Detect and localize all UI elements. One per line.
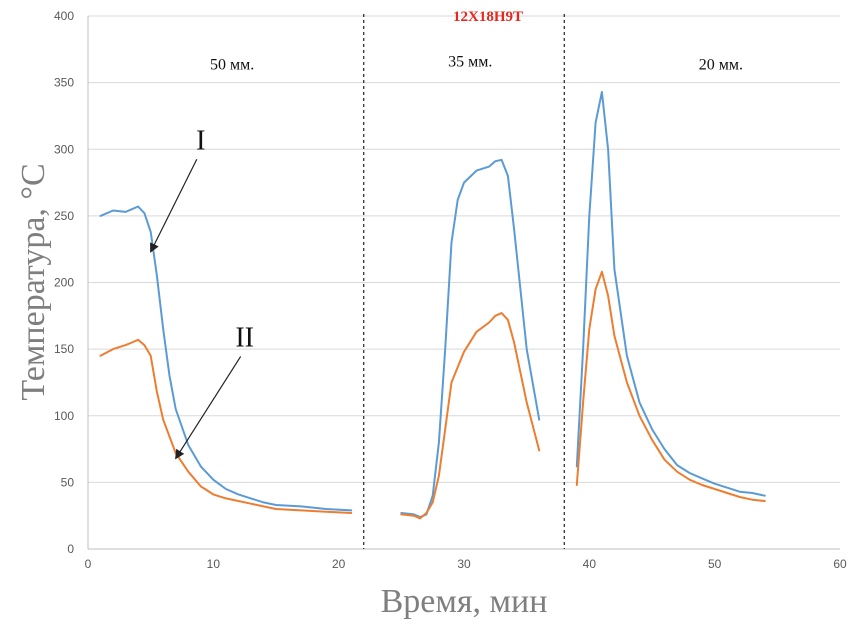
divider-layer xyxy=(363,14,565,549)
x-tick-label: 60 xyxy=(833,557,847,571)
series-line-II xyxy=(575,270,766,502)
chart-title: 12Х18Н9Т xyxy=(453,9,523,25)
annotation-label-I: I xyxy=(196,125,205,156)
section-label: 35 мм. xyxy=(448,54,492,71)
y-tick-label: 350 xyxy=(54,76,74,90)
y-tick-label: 50 xyxy=(61,475,75,489)
y-tick-label: 0 xyxy=(67,542,74,556)
series-line-I xyxy=(99,205,353,512)
y-tick-label: 150 xyxy=(54,342,74,356)
x-tick-label: 20 xyxy=(332,557,346,571)
series-line-I xyxy=(575,91,766,497)
y-tick-label: 200 xyxy=(54,276,74,290)
series-layer xyxy=(99,91,766,520)
x-tick-label: 10 xyxy=(207,557,221,571)
x-tick-label: 50 xyxy=(708,557,722,571)
y-tick-label: 400 xyxy=(54,9,74,23)
x-tick-label: 40 xyxy=(583,557,597,571)
series-line-II xyxy=(400,312,541,520)
y-tick-label: 300 xyxy=(54,142,74,156)
y-tick-label: 100 xyxy=(54,409,74,423)
grid-layer xyxy=(88,15,840,483)
section-label: 50 мм. xyxy=(210,56,254,73)
annotation-arrow-II xyxy=(175,356,242,460)
y-axis-label: Температура, °С xyxy=(15,163,52,400)
x-tick-label: 30 xyxy=(457,557,471,571)
x-tick-label: 0 xyxy=(85,557,92,571)
series-line-II xyxy=(99,338,353,514)
section-label: 20 мм. xyxy=(699,56,743,73)
x-axis-label: Время, мин xyxy=(381,583,548,620)
annotation-label-II: II xyxy=(235,322,254,353)
annotation-layer: 50 мм. 35 мм. 20 мм.III xyxy=(150,54,743,460)
annotation-arrow-I xyxy=(150,158,198,253)
axis-layer: 0 50 100 150 200 250 300 350 400 0 10 20 30 40 50 60 xyxy=(54,9,847,571)
series-line-I xyxy=(400,158,541,518)
y-tick-label: 250 xyxy=(54,209,74,223)
